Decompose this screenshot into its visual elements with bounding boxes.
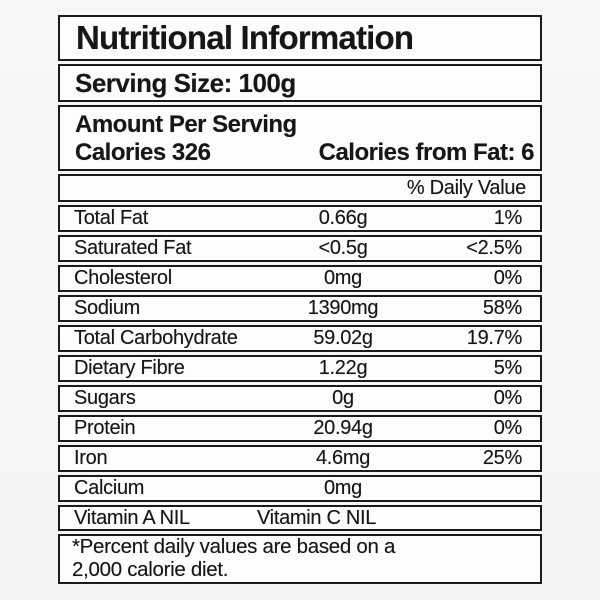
nutrient-daily-value: 0% — [493, 387, 523, 409]
nutrient-amount: 20.94g — [313, 417, 373, 439]
nutrient-amount: 0.66g — [318, 207, 368, 229]
nutrient-daily-value: 1% — [493, 207, 523, 229]
nutrient-row-total-fat: Total Fat 0.66g 1% — [58, 205, 542, 232]
vitamin-a-text: Vitamin A NIL — [74, 506, 190, 529]
nutrient-name: Saturated Fat — [74, 237, 192, 259]
vitamin-c-text: Vitamin C NIL — [257, 506, 377, 529]
nutrient-row-sugars: Sugars 0g 0% — [58, 385, 542, 412]
amount-per-serving-text: Amount Per Serving — [75, 111, 297, 138]
footnote-line-2: 2,000 calorie diet. — [72, 558, 229, 581]
nutrient-row-iron: Iron 4.6mg 25% — [58, 445, 542, 472]
serving-size-text: Serving Size: 100g — [75, 67, 296, 98]
serving-size-box: Serving Size: 100g — [58, 64, 542, 102]
nutrient-name: Cholesterol — [74, 267, 172, 289]
nutrient-amount: <0.5g — [318, 237, 368, 259]
footnote-line-1: *Percent daily values are based on a — [72, 535, 396, 559]
nutrient-row-total-carbohydrate: Total Carbohydrate 59.02g 19.7% — [58, 325, 542, 352]
nutrient-name: Sugars — [74, 387, 136, 409]
nutrition-label: Nutritional Information Serving Size: 10… — [58, 15, 542, 584]
nutrient-name: Protein — [74, 417, 136, 439]
nutrient-amount: 4.6mg — [315, 447, 371, 469]
nutrient-daily-value: 0% — [493, 267, 523, 289]
nutrient-name: Calcium — [74, 477, 145, 499]
calories-from-fat-text: Calories from Fat: 6 — [318, 139, 535, 166]
nutrient-daily-value: <2.5% — [466, 237, 522, 259]
label-title: Nutritional Information — [76, 19, 414, 56]
nutrient-daily-value: 19.7% — [466, 327, 523, 349]
nutrient-row-saturated-fat: Saturated Fat <0.5g <2.5% — [58, 235, 542, 262]
nutrient-amount: 1.22g — [318, 357, 368, 379]
label-title-box: Nutritional Information — [58, 15, 542, 61]
nutrient-name: Iron — [74, 447, 108, 469]
nutrient-name: Sodium — [74, 297, 141, 319]
vitamins-row: Vitamin A NIL Vitamin C NIL — [58, 505, 542, 531]
daily-value-header-box: % Daily Value — [58, 174, 542, 202]
daily-value-header: % Daily Value — [406, 176, 526, 199]
nutrient-row-dietary-fibre: Dietary Fibre 1.22g 5% — [58, 355, 542, 382]
nutrient-daily-value: 5% — [493, 357, 523, 379]
nutrient-row-calcium: Calcium 0mg — [58, 475, 542, 502]
nutrient-daily-value: 0% — [493, 417, 523, 439]
amount-per-serving-box: Amount Per Serving Calories 326 Calories… — [58, 105, 542, 171]
nutrient-daily-value: 25% — [482, 447, 522, 469]
nutrient-amount: 0mg — [323, 477, 362, 499]
nutrient-name: Total Fat — [74, 207, 148, 229]
nutrient-row-cholesterol: Cholesterol 0mg 0% — [58, 265, 542, 292]
nutrient-row-sodium: Sodium 1390mg 58% — [58, 295, 542, 322]
calories-text: Calories 326 — [75, 139, 211, 166]
nutrient-amount: 59.02g — [313, 327, 373, 349]
nutrient-name: Total Carbohydrate — [74, 327, 238, 349]
footnote-box: *Percent daily values are based on a 2,0… — [58, 534, 542, 584]
nutrient-amount: 0g — [332, 387, 354, 409]
nutrient-amount: 0mg — [323, 267, 362, 289]
nutrient-name: Dietary Fibre — [74, 357, 185, 379]
nutrient-row-protein: Protein 20.94g 0% — [58, 415, 542, 442]
nutrient-daily-value: 58% — [482, 297, 522, 319]
nutrient-amount: 1390mg — [307, 297, 379, 319]
calories-line: Calories 326 Calories from Fat: 6 — [75, 139, 535, 167]
